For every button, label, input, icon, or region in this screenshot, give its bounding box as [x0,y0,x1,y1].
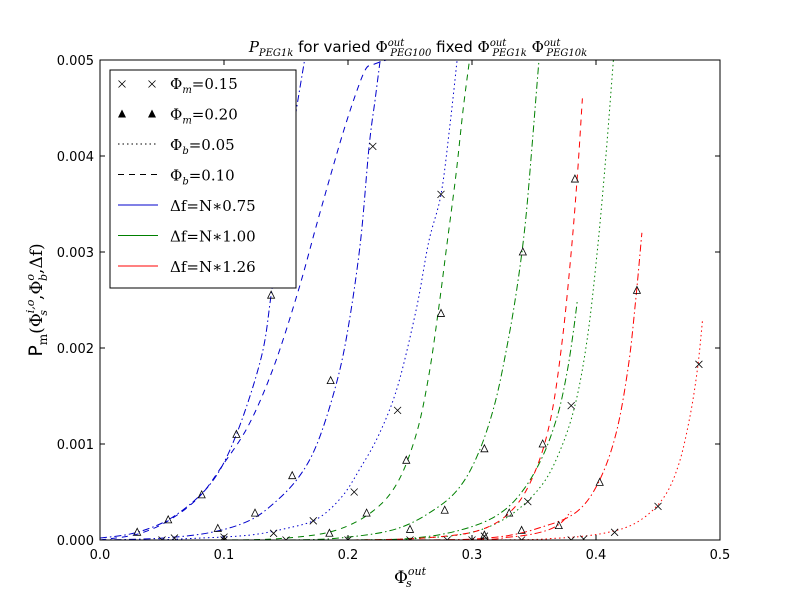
marker-triangle [197,489,206,499]
legend: Φm=0.15 Φm=0.20 Φb=0.05 Φb=0.10 Δf=N∗0.75 Δf=… [109,69,297,289]
marker-triangle [232,429,241,438]
marker-triangle [632,285,642,294]
marker-triangle [164,514,173,524]
legend-entry-6: Δf=N∗1.26 [118,258,256,276]
marker-x [524,497,532,506]
marker-layer [133,142,703,540]
marker-triangle [266,290,276,299]
marker-triangle [518,247,527,256]
marker-x [309,517,318,525]
x-axis-label: Φout s [394,565,427,590]
x-tick-label: 0.5 [710,548,731,563]
marker-x [158,536,166,540]
legend-symbol [118,80,156,88]
marker-x [437,190,445,199]
legend-label: Δf=N∗1.26 [170,258,256,276]
marker-x [468,536,476,540]
marker-triangle [570,174,580,183]
legend-symbol [118,109,156,118]
marker-triangle [538,439,547,448]
y-tick-label: 0.001 [57,438,94,453]
legend-entry-4: Δf=N∗0.75 [118,197,256,215]
marker-triangle [402,455,411,464]
marker-x [170,534,179,540]
marker-x [567,536,575,540]
marker-x [610,528,619,537]
y-tick-label: 0.004 [57,150,94,165]
marker-x [282,536,290,540]
marker-x [695,360,703,369]
chart-title: PPEG1k for varied Φout PEG100 fixed Φout P… [248,38,587,59]
y-tick-label: 0.003 [57,246,94,261]
marker-x [350,488,358,496]
legend-entry-3: Φb=0.10 [118,167,235,188]
legend-marker-x [148,80,156,88]
plot-frame [99,59,721,541]
legend-entry-1: Φm=0.20 [118,106,238,127]
marker-x [654,502,662,511]
legend-marker-triangle [118,109,126,118]
marker-x [480,532,489,540]
legend-marker-triangle [148,109,156,118]
legend-label: Φm=0.15 [170,75,238,96]
y-tick-label: 0.002 [57,342,94,357]
marker-triangle [505,508,514,517]
marker-x [443,536,451,540]
axis-ticks: 0.0 0.1 0.2 0.3 0.4 0.5 0.000 0.001 0.002 0.003 0.… [57,54,731,563]
marker-triangle [436,308,446,317]
series-line-blue-2 [100,60,458,540]
marker-triangle [362,508,371,517]
marker-triangle [213,523,222,532]
marker-triangle [250,508,260,517]
series-line-blue-1 [100,60,387,540]
series-line-green-4 [100,60,470,540]
x-tick-label: 0.2 [338,548,359,563]
legend-label: Φm=0.20 [170,106,238,127]
marker-x [269,529,278,538]
series-line-blue-3 [100,60,381,540]
marker-x [344,536,352,540]
x-tick-label: 0.0 [90,548,111,563]
marker-triangle [440,505,449,514]
legend-entry-0: Φm=0.15 [118,75,238,96]
series-line-red-11 [100,510,572,540]
y-tick-label: 0.000 [57,534,94,549]
legend-label: Φb=0.10 [170,167,235,188]
marker-triangle [326,375,335,385]
marker-triangle [288,470,297,480]
marker-triangle [554,520,563,529]
legend-entry-5: Δf=N∗1.00 [118,228,256,246]
legend-entry-2: Φb=0.05 [118,136,235,157]
y-tick-label: 0.005 [57,54,94,69]
marker-x [567,401,575,410]
marker-triangle [517,525,526,534]
series-line-green-5 [100,60,540,540]
legend-label: Φb=0.05 [170,136,235,157]
marker-x [393,406,402,415]
series-line-red-9 [100,232,643,540]
series-line-red-10 [100,319,704,540]
x-tick-label: 0.3 [462,548,483,563]
marker-triangle [480,443,489,453]
marker-triangle [325,528,334,537]
marker-x [406,536,414,540]
legend-marker-x [118,80,126,88]
legend-label: Δf=N∗0.75 [170,197,256,215]
marker-x [517,536,526,540]
marker-triangle [595,477,604,486]
marker-x [220,536,228,540]
marker-x [369,142,377,151]
marker-triangle [133,527,142,536]
y-axis-label: Pm(Φi,os,Φob,Δf) [24,243,50,356]
x-tick-label: 0.1 [214,548,235,563]
marker-x [579,535,588,540]
legend-label: Δf=N∗1.00 [170,228,256,246]
legend-box [109,69,297,289]
marker-triangle [405,524,415,533]
x-tick-label: 0.4 [586,548,607,563]
